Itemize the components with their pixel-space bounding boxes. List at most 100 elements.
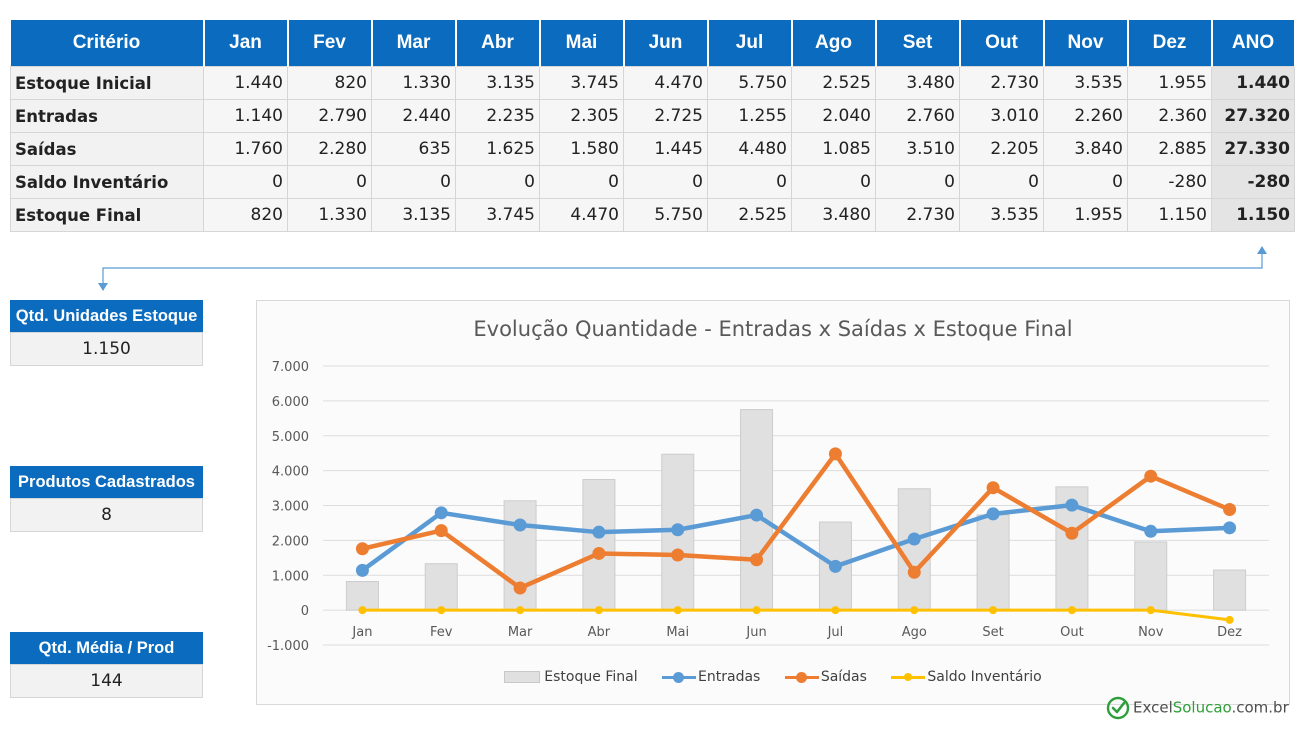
- table-cell: 1.330: [287, 198, 372, 232]
- data-point: [592, 525, 606, 539]
- x-tick-label: Jan: [351, 625, 372, 640]
- y-tick-label: 0: [301, 604, 309, 619]
- check-badge-icon: [1106, 696, 1130, 720]
- y-tick-label: 2.000: [272, 534, 309, 549]
- header-month: Out: [959, 20, 1045, 67]
- x-tick-label: Out: [1060, 625, 1084, 640]
- table-cell: 3.135: [371, 198, 456, 232]
- logo-text-2: Solucao: [1172, 698, 1232, 717]
- bar-estoque-final: [1134, 541, 1168, 611]
- table-cell: 2.730: [959, 66, 1044, 100]
- header-month: Fev: [287, 20, 373, 67]
- table-cell: 3.010: [959, 99, 1044, 133]
- table-cell: 2.525: [791, 66, 876, 100]
- table-cell: 0: [371, 165, 456, 199]
- y-tick-label: 4.000: [272, 465, 309, 480]
- y-tick-label: 7.000: [272, 360, 309, 375]
- data-point: [1146, 606, 1155, 615]
- kpi-avg-label: Qtd. Média / Prod: [10, 632, 203, 664]
- kpi-products-value: 8: [10, 498, 203, 532]
- chart-area: Evolução Quantidade - Entradas x Saídas …: [256, 300, 1290, 705]
- bar-estoque-final: [897, 488, 931, 611]
- kpi-products: Produtos Cadastrados 8: [10, 466, 203, 532]
- table-cell: 1.445: [623, 132, 708, 166]
- table-cell: 2.235: [455, 99, 540, 133]
- table-cell: 3.480: [875, 66, 960, 100]
- table-cell: 2.525: [707, 198, 792, 232]
- y-tick-label: -1.000: [267, 639, 309, 654]
- data-point: [355, 542, 369, 556]
- data-point: [1223, 521, 1237, 535]
- header-month: Ago: [791, 20, 877, 67]
- row-label: Saídas: [10, 132, 204, 166]
- arrow-down-icon: [98, 283, 108, 291]
- kpi-stock-units-label: Qtd. Unidades Estoque: [10, 300, 203, 332]
- legend-label: Saídas: [820, 669, 867, 685]
- data-point: [1065, 498, 1079, 512]
- row-total: 1.440: [1211, 66, 1295, 100]
- table-cell: 2.305: [539, 99, 624, 133]
- header-month: Set: [875, 20, 961, 67]
- data-point: [673, 606, 682, 615]
- table-cell: 3.135: [455, 66, 540, 100]
- kpi-stock-units: Qtd. Unidades Estoque 1.150: [10, 300, 203, 366]
- header-ano: ANO: [1211, 20, 1296, 67]
- bar-estoque-final: [582, 479, 616, 611]
- legend-saldo-inventario: Saldo Inventário: [891, 669, 1042, 685]
- kpi-products-label: Produtos Cadastrados: [10, 466, 203, 498]
- table-header-row: Critério Jan Fev Mar Abr Mai Jun Jul Ago Set Out No…: [10, 20, 1296, 67]
- legend-estoque-final: Estoque Final: [504, 669, 638, 685]
- table-cell: 3.745: [539, 66, 624, 100]
- table-row: Estoque Final 820 1.330 3.135 3.745 4.470 5.75…: [10, 198, 1295, 232]
- x-tick-label: Fev: [430, 625, 453, 640]
- y-tick-label: 5.000: [272, 430, 309, 445]
- data-point: [828, 559, 842, 573]
- data-point: [1144, 524, 1158, 538]
- data-point: [355, 563, 369, 577]
- inventory-table: Critério Jan Fev Mar Abr Mai Jun Jul Ago Set Out No…: [10, 20, 1296, 232]
- legend-swatch-line: [784, 672, 819, 683]
- logo-text-3: .com.br: [1231, 698, 1289, 717]
- table-row: Saldo Inventário 0 0 0 0 0 0 0 0 0 0 0 -280 -280: [10, 165, 1295, 199]
- table-cell: 1.955: [1043, 198, 1128, 232]
- data-point: [1067, 606, 1076, 615]
- table-cell: 1.760: [203, 132, 288, 166]
- table-row: Estoque Inicial 1.440 820 1.330 3.135 3.745 4.…: [10, 66, 1295, 100]
- legend-label: Estoque Final: [544, 669, 638, 685]
- series-line-saldo-inventario: [362, 608, 1230, 622]
- data-point: [1144, 469, 1158, 483]
- table-cell: 4.470: [623, 66, 708, 100]
- data-point: [907, 532, 921, 546]
- table-cell: 3.480: [791, 198, 876, 232]
- table-cell: 2.730: [875, 198, 960, 232]
- legend-saidas: Saídas: [784, 669, 867, 685]
- data-point: [750, 553, 764, 567]
- table-cell: 3.535: [959, 198, 1044, 232]
- table-cell: 1.150: [1127, 198, 1212, 232]
- row-label: Estoque Inicial: [10, 66, 204, 100]
- data-point: [989, 606, 998, 615]
- logo-text-1: Excel: [1133, 698, 1173, 717]
- x-tick-label: Jun: [745, 625, 766, 640]
- table-cell: 3.745: [455, 198, 540, 232]
- table-cell: 0: [707, 165, 792, 199]
- x-tick-label: Dez: [1217, 625, 1242, 640]
- table-cell: 1.955: [1127, 66, 1212, 100]
- data-point: [516, 606, 525, 615]
- table-cell: 1.625: [455, 132, 540, 166]
- row-label: Entradas: [10, 99, 204, 133]
- y-tick-label: 6.000: [272, 395, 309, 410]
- legend-swatch-bar: [504, 671, 541, 683]
- data-point: [513, 518, 527, 532]
- table-cell: 2.205: [959, 132, 1044, 166]
- table-cell: -280: [1127, 165, 1212, 199]
- table-cell: 2.040: [791, 99, 876, 133]
- data-point: [828, 447, 842, 461]
- table-cell: 3.510: [875, 132, 960, 166]
- x-tick-label: Mai: [666, 625, 689, 640]
- data-point: [513, 581, 527, 595]
- data-point: [1225, 615, 1234, 624]
- table-cell: 4.470: [539, 198, 624, 232]
- header-month: Jun: [623, 20, 709, 67]
- table-cell: 2.440: [371, 99, 456, 133]
